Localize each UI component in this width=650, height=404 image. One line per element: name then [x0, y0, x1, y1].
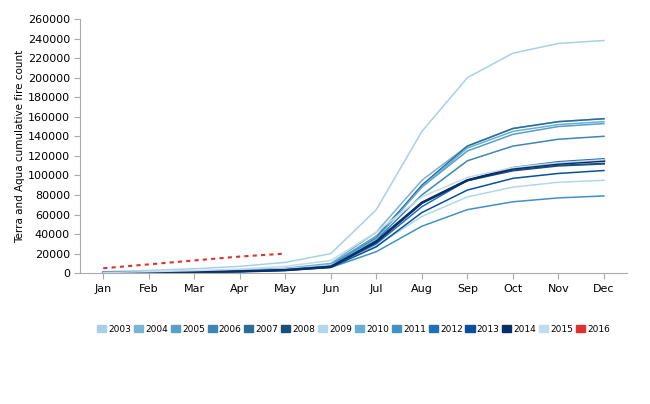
- Legend: 2003, 2004, 2005, 2006, 2007, 2008, 2009, 2010, 2011, 2012, 2013, 2014, 2015, 20: 2003, 2004, 2005, 2006, 2007, 2008, 2009…: [94, 321, 614, 337]
- Y-axis label: Terra and Aqua cumulative fire count: Terra and Aqua cumulative fire count: [15, 49, 25, 243]
